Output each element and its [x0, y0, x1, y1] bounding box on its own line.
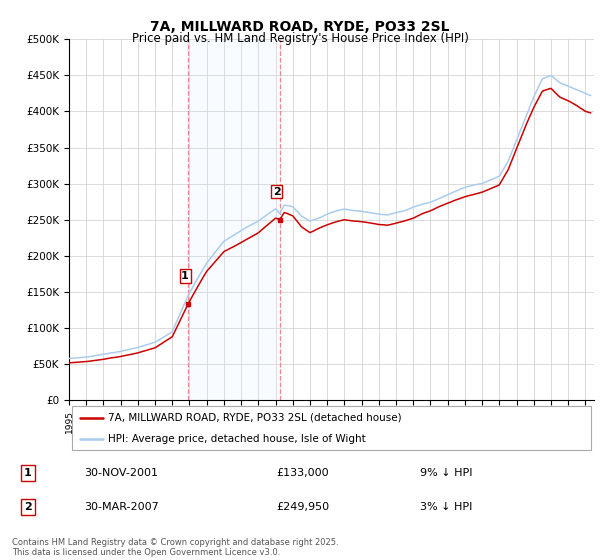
Text: 1: 1: [181, 271, 189, 281]
Text: 7A, MILLWARD ROAD, RYDE, PO33 2SL (detached house): 7A, MILLWARD ROAD, RYDE, PO33 2SL (detac…: [109, 413, 402, 423]
Text: 3% ↓ HPI: 3% ↓ HPI: [420, 502, 472, 512]
Bar: [188, 39, 280, 400]
Text: HPI: Average price, detached house, Isle of Wight: HPI: Average price, detached house, Isle…: [109, 435, 366, 444]
FancyBboxPatch shape: [71, 406, 592, 450]
Text: £249,950: £249,950: [276, 502, 329, 512]
Text: 7A, MILLWARD ROAD, RYDE, PO33 2SL: 7A, MILLWARD ROAD, RYDE, PO33 2SL: [150, 20, 450, 34]
Text: 2: 2: [24, 502, 32, 512]
Text: Contains HM Land Registry data © Crown copyright and database right 2025.
This d: Contains HM Land Registry data © Crown c…: [12, 538, 338, 557]
Text: 9% ↓ HPI: 9% ↓ HPI: [420, 468, 473, 478]
Text: £133,000: £133,000: [276, 468, 329, 478]
Text: Price paid vs. HM Land Registry's House Price Index (HPI): Price paid vs. HM Land Registry's House …: [131, 32, 469, 45]
Text: 1: 1: [24, 468, 32, 478]
Text: 30-NOV-2001: 30-NOV-2001: [84, 468, 158, 478]
Text: 2: 2: [273, 186, 281, 197]
Text: 30-MAR-2007: 30-MAR-2007: [84, 502, 159, 512]
